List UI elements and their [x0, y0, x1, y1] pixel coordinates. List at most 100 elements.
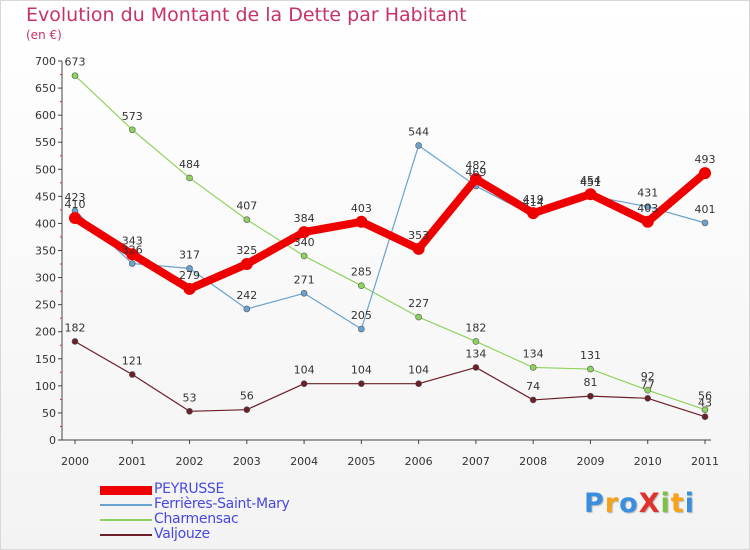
- data-point-charmensac: [587, 365, 594, 373]
- data-point-ferri-res-saint-mary: [415, 142, 422, 149]
- legend-item-valjouze: Valjouze: [100, 526, 400, 543]
- data-label-valjouze: 43: [698, 397, 712, 410]
- data-label-charmensac: 484: [179, 158, 200, 171]
- data-point-peyrusse: [240, 258, 253, 271]
- x-tick-label: 2008: [519, 455, 547, 468]
- data-point-ferri-res-saint-mary: [243, 305, 251, 313]
- data-point-ferri-res-saint-mary: [300, 289, 308, 297]
- y-tick-label: 50: [42, 407, 56, 420]
- data-point-charmensac: [701, 406, 709, 413]
- y-tick-label: 550: [35, 136, 56, 149]
- y-tick-label: 350: [35, 245, 56, 258]
- data-point-charmensac: [644, 386, 652, 394]
- data-label-peyrusse: 410: [65, 198, 86, 211]
- data-label-ferri-res-saint-mary: 205: [351, 309, 372, 322]
- data-label-charmensac: 407: [236, 200, 257, 213]
- data-point-peyrusse: [298, 226, 311, 239]
- data-point-valjouze: [529, 396, 537, 404]
- data-label-valjouze: 56: [240, 390, 254, 403]
- logo-letter: P: [584, 488, 605, 519]
- data-label-ferri-res-saint-mary: 414: [523, 196, 544, 209]
- data-label-peyrusse: 384: [294, 212, 315, 225]
- series-line-valjouze: [74, 340, 706, 418]
- data-point-peyrusse: [69, 212, 81, 225]
- data-point-valjouze: [415, 380, 422, 387]
- chart-unit-label: (en €): [26, 28, 62, 42]
- y-tick-label: 200: [35, 326, 56, 339]
- logo-letter: i: [660, 488, 671, 519]
- data-label-ferri-res-saint-mary: 469: [465, 166, 486, 179]
- legend-swatch: [100, 519, 152, 521]
- data-point-peyrusse: [527, 207, 540, 220]
- logo-letter: r: [604, 488, 620, 519]
- data-label-ferri-res-saint-mary: 431: [637, 187, 658, 200]
- y-tick-label: 100: [35, 380, 56, 393]
- data-point-peyrusse: [469, 173, 482, 186]
- y-tick-label: 500: [35, 163, 56, 176]
- legend-label: Ferrières-Saint-Mary: [154, 496, 290, 512]
- y-tick-label: 0: [49, 434, 56, 447]
- data-point-charmensac: [128, 126, 136, 134]
- data-label-peyrusse: 454: [580, 174, 601, 187]
- y-tick-label: 150: [35, 353, 56, 366]
- data-label-ferri-res-saint-mary: 242: [236, 289, 257, 302]
- data-label-valjouze: 134: [465, 347, 486, 360]
- data-label-charmensac: 56: [698, 390, 712, 403]
- data-point-peyrusse: [699, 167, 711, 180]
- legend-label: Charmensac: [154, 511, 239, 527]
- data-point-charmensac: [300, 252, 308, 260]
- legend-label: PEYRUSSE: [154, 481, 225, 497]
- data-label-ferri-res-saint-mary: 401: [695, 203, 716, 216]
- x-tick-label: 2010: [634, 455, 662, 468]
- logo-letter: i: [684, 488, 695, 519]
- data-point-charmensac: [243, 216, 251, 223]
- data-point-peyrusse: [183, 282, 196, 295]
- data-label-ferri-res-saint-mary: 423: [65, 191, 86, 204]
- data-label-valjouze: 77: [641, 378, 655, 391]
- data-label-charmensac: 134: [523, 347, 544, 360]
- data-label-charmensac: 182: [465, 321, 486, 334]
- y-tick-label: 400: [35, 217, 56, 230]
- data-label-valjouze: 104: [294, 364, 315, 377]
- x-tick-label: 2002: [176, 455, 204, 468]
- data-label-ferri-res-saint-mary: 326: [122, 243, 143, 256]
- data-point-charmensac: [415, 313, 422, 321]
- data-label-valjouze: 104: [408, 364, 429, 377]
- data-label-ferri-res-saint-mary: 271: [294, 273, 315, 286]
- data-label-peyrusse: 482: [465, 159, 486, 172]
- legend-label: Valjouze: [154, 526, 210, 542]
- x-tick-label: 2006: [405, 455, 433, 468]
- data-label-peyrusse: 403: [637, 202, 658, 215]
- x-tick-label: 2000: [61, 455, 89, 468]
- y-tick-label: 300: [35, 272, 56, 285]
- legend-swatch: [100, 485, 152, 495]
- x-tick-label: 2004: [290, 455, 318, 468]
- data-label-charmensac: 673: [65, 56, 86, 69]
- data-point-peyrusse: [126, 248, 139, 261]
- logo-letter: t: [670, 488, 685, 519]
- data-point-ferri-res-saint-mary: [128, 260, 136, 267]
- chart-title: Evolution du Montant de la Dette par Hab…: [26, 4, 467, 26]
- data-point-charmensac: [186, 174, 193, 182]
- data-point-valjouze: [472, 364, 480, 371]
- x-tick-label: 2001: [118, 455, 146, 468]
- data-label-peyrusse: 403: [351, 202, 372, 215]
- data-label-ferri-res-saint-mary: 451: [580, 176, 601, 189]
- data-point-peyrusse: [584, 188, 597, 201]
- x-tick-label: 2005: [347, 455, 375, 468]
- data-point-peyrusse: [355, 215, 368, 228]
- y-tick-label: 450: [35, 190, 56, 203]
- data-point-ferri-res-saint-mary: [644, 203, 652, 210]
- data-point-ferri-res-saint-mary: [186, 265, 193, 272]
- legend-item-charmensac: Charmensac: [100, 511, 400, 528]
- series-line-charmensac: [74, 75, 706, 411]
- data-point-valjouze: [300, 380, 308, 387]
- data-point-charmensac: [529, 364, 537, 371]
- x-tick-label: 2003: [233, 455, 261, 468]
- data-point-valjouze: [644, 395, 652, 402]
- legend-swatch: [100, 504, 152, 506]
- data-point-charmensac: [472, 338, 480, 345]
- data-label-valjouze: 74: [526, 380, 540, 393]
